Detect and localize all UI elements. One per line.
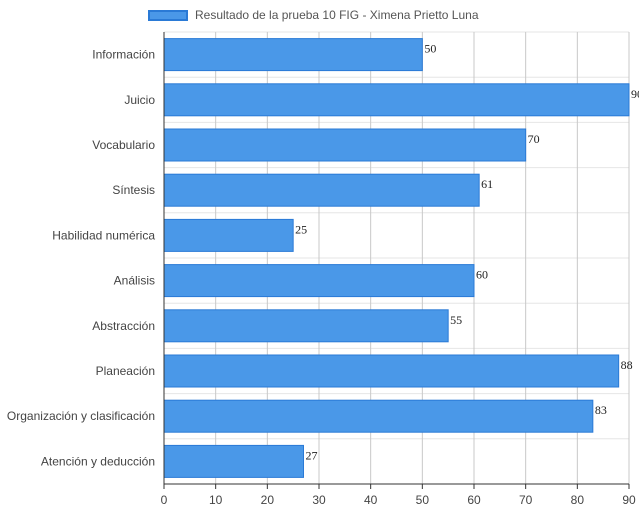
category-label: Síntesis	[112, 183, 155, 197]
data-label: 50	[424, 42, 436, 56]
data-label: 83	[595, 403, 607, 417]
x-tick-label: 30	[312, 493, 326, 507]
data-label: 27	[306, 448, 318, 462]
data-label: 25	[295, 222, 307, 236]
data-label: 60	[476, 268, 488, 282]
data-label: 61	[481, 177, 493, 191]
category-label: Planeación	[96, 364, 155, 378]
bar[interactable]	[163, 399, 594, 433]
data-label: 70	[528, 132, 540, 146]
bar[interactable]	[163, 128, 527, 162]
x-tick-label: 90	[622, 493, 636, 507]
bar[interactable]	[163, 173, 480, 207]
x-tick-label: 0	[161, 493, 168, 507]
x-tick-label: 70	[519, 493, 533, 507]
category-label: Habilidad numérica	[52, 228, 155, 242]
category-label: Análisis	[114, 274, 155, 288]
category-label: Juicio	[124, 93, 155, 107]
data-label: 55	[450, 313, 462, 327]
x-tick-label: 80	[571, 493, 585, 507]
bar[interactable]	[163, 309, 449, 343]
bar[interactable]	[163, 354, 620, 388]
bar[interactable]	[163, 218, 294, 252]
category-label: Abstracción	[92, 319, 155, 333]
category-label: Información	[92, 48, 155, 62]
bar[interactable]	[163, 264, 475, 298]
category-label: Vocabulario	[92, 138, 155, 152]
x-tick-label: 50	[416, 493, 430, 507]
legend-swatch	[148, 9, 188, 21]
x-tick-label: 20	[261, 493, 275, 507]
legend-label: Resultado de la prueba 10 FIG - Ximena P…	[195, 8, 479, 22]
category-label: Atención y deducción	[41, 454, 155, 468]
bar[interactable]	[163, 38, 423, 72]
data-label: 90	[631, 87, 639, 101]
legend[interactable]: Resultado de la prueba 10 FIG - Ximena P…	[148, 6, 479, 24]
bar[interactable]	[163, 83, 630, 117]
x-tick-label: 60	[467, 493, 481, 507]
x-tick-label: 10	[209, 493, 223, 507]
data-label: 88	[621, 358, 633, 372]
bar[interactable]	[163, 444, 304, 478]
category-label: Organización y clasificación	[7, 409, 155, 423]
x-tick-label: 40	[364, 493, 378, 507]
